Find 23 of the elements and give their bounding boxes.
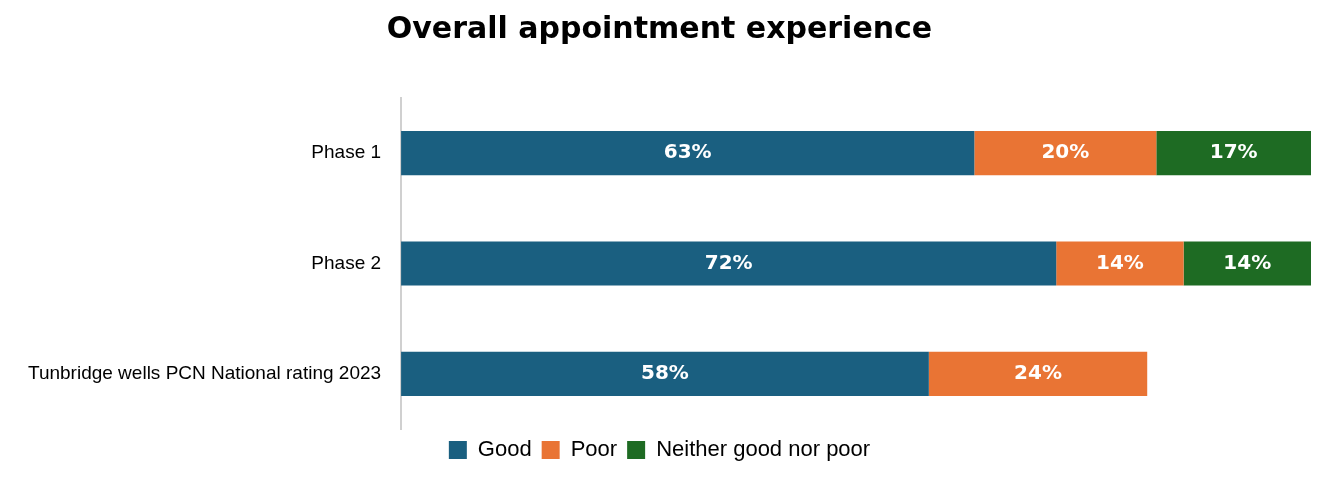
data-label: 58% (641, 360, 689, 385)
bar (401, 241, 1057, 286)
bar (401, 351, 929, 396)
data-label: 14% (1095, 249, 1144, 274)
data-label: 20% (1041, 139, 1090, 164)
bar (974, 131, 1157, 176)
data-label: 17% (1209, 139, 1258, 164)
legend-label: Poor (570, 436, 618, 462)
data-label: 24% (1014, 360, 1062, 385)
bar (928, 351, 1148, 396)
chart-title: Overall appointment experience (386, 9, 933, 45)
y-tick-label: Phase 2 (311, 251, 382, 273)
bar (401, 131, 975, 176)
data-label: 14% (1223, 249, 1272, 274)
y-tick-label: Tunbridge wells PCN National rating 2023 (27, 362, 382, 384)
legend-label: Neither good nor poor (656, 436, 871, 462)
data-label: 63% (663, 139, 712, 164)
bar (1183, 241, 1311, 286)
legend-label: Good (477, 436, 532, 462)
bar (1156, 131, 1311, 176)
bar (1056, 241, 1184, 286)
data-label: 72% (704, 249, 753, 274)
y-tick-label: Phase 1 (311, 141, 382, 163)
